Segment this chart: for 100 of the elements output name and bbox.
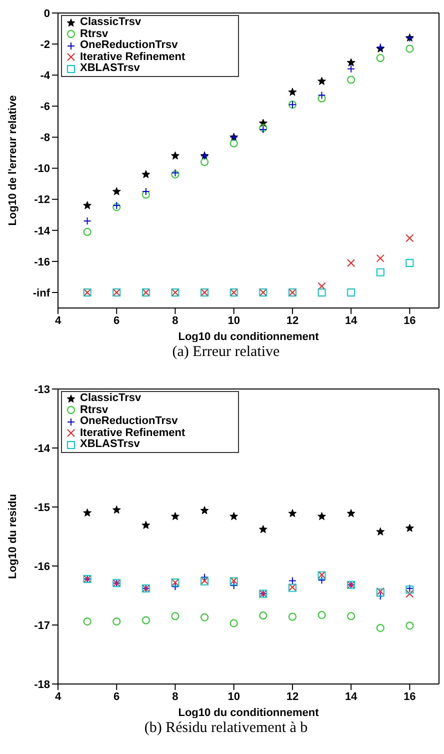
point xyxy=(347,76,356,84)
x-tick-label: 10 xyxy=(228,690,240,703)
point xyxy=(230,581,238,590)
y-tick-label: -18 xyxy=(34,678,50,691)
point xyxy=(142,170,150,178)
point xyxy=(200,613,209,622)
point xyxy=(376,527,385,536)
legend-label: ClassicTrsv xyxy=(80,392,142,404)
point xyxy=(259,612,268,620)
point xyxy=(288,576,296,585)
point xyxy=(83,508,92,517)
y-tick-label: -14 xyxy=(34,225,51,238)
y-tick-label: -12 xyxy=(34,194,50,206)
y-tick-label: -2 xyxy=(40,38,50,51)
legend-label: Iterative Refinement xyxy=(80,50,186,63)
x-tick-label: 12 xyxy=(286,314,299,327)
point xyxy=(200,506,209,514)
y-tick-label: -4 xyxy=(40,70,51,82)
point xyxy=(318,282,326,290)
point xyxy=(171,582,180,591)
point xyxy=(171,612,180,620)
point xyxy=(406,258,414,267)
y-tick-label: -16 xyxy=(34,256,50,268)
x-tick-label: 14 xyxy=(344,690,358,703)
point xyxy=(347,612,356,620)
point xyxy=(318,576,326,584)
y-tick-label: -6 xyxy=(40,101,50,114)
point xyxy=(346,58,356,66)
point xyxy=(83,617,92,626)
y-tick-label: -13 xyxy=(34,384,50,396)
point xyxy=(83,228,92,236)
point xyxy=(112,506,121,514)
point xyxy=(406,622,414,630)
point xyxy=(112,617,121,626)
text: (b) Résidu relativement à b xyxy=(143,719,309,738)
legend-label: ClassicTrsv xyxy=(80,16,142,28)
point xyxy=(288,88,297,96)
y-tick-label: -16 xyxy=(34,560,50,573)
x-tick-label: 16 xyxy=(404,314,416,327)
point xyxy=(230,512,238,520)
point xyxy=(376,268,384,276)
y-tick-label: -15 xyxy=(34,502,50,514)
point xyxy=(318,76,326,85)
legend-label: Iterative Refinement xyxy=(80,426,186,439)
point xyxy=(406,234,414,242)
point xyxy=(142,520,150,529)
x-axis-title: Log10 du conditionnement xyxy=(178,331,320,343)
x-tick-label: 14 xyxy=(344,314,358,327)
y-tick-label: -10 xyxy=(34,163,50,176)
x-tick-label: 12 xyxy=(286,690,299,703)
y-tick-label: -17 xyxy=(34,620,50,632)
point xyxy=(347,258,356,267)
legend-label: XBLASTrsv xyxy=(80,62,140,74)
point xyxy=(170,512,180,520)
legend-label: OneReductionTrsv xyxy=(80,415,178,428)
x-tick-label: 8 xyxy=(172,314,178,327)
x-tick-label: 4 xyxy=(54,690,62,703)
point xyxy=(83,201,92,210)
legend-label: OneReductionTrsv xyxy=(80,39,178,52)
x-tick-label: 6 xyxy=(114,314,120,327)
point xyxy=(230,139,238,148)
point xyxy=(318,91,326,100)
y-axis-title: Log10 du residu xyxy=(6,494,19,579)
point xyxy=(142,616,150,624)
point xyxy=(318,512,326,520)
point xyxy=(142,188,150,196)
point xyxy=(318,288,326,296)
x-tick-label: 16 xyxy=(404,690,416,703)
y-tick-label: 0 xyxy=(44,8,50,20)
y-tick-label: -8 xyxy=(40,132,50,144)
y-axis-title: Log10 de l'erreur relative xyxy=(6,95,19,226)
legend-label: Rtrsv xyxy=(80,404,108,416)
x-tick-label: 8 xyxy=(172,690,178,703)
point xyxy=(406,590,414,598)
point xyxy=(347,64,356,73)
y-tick-label: -14 xyxy=(34,442,51,455)
x-tick-label: 4 xyxy=(54,314,62,327)
point xyxy=(318,610,326,619)
point xyxy=(406,44,414,53)
point xyxy=(112,187,121,196)
x-tick-label: 10 xyxy=(228,314,240,327)
point xyxy=(376,54,384,62)
point xyxy=(83,217,92,226)
point xyxy=(376,624,384,632)
legend-label: XBLASTrsv xyxy=(80,438,140,450)
point xyxy=(347,288,356,296)
point xyxy=(170,151,180,160)
point xyxy=(405,524,414,532)
point xyxy=(318,94,326,102)
point xyxy=(288,509,297,518)
x-axis-title: Log10 du conditionnement xyxy=(178,707,320,719)
point xyxy=(230,619,238,628)
point xyxy=(376,254,384,262)
point xyxy=(142,190,150,199)
x-tick-label: 6 xyxy=(114,690,120,703)
point xyxy=(200,158,209,166)
point xyxy=(346,509,356,518)
text: (a) Erreur relative xyxy=(171,343,281,362)
legend-label: Rtrsv xyxy=(80,28,108,40)
point xyxy=(288,612,296,621)
